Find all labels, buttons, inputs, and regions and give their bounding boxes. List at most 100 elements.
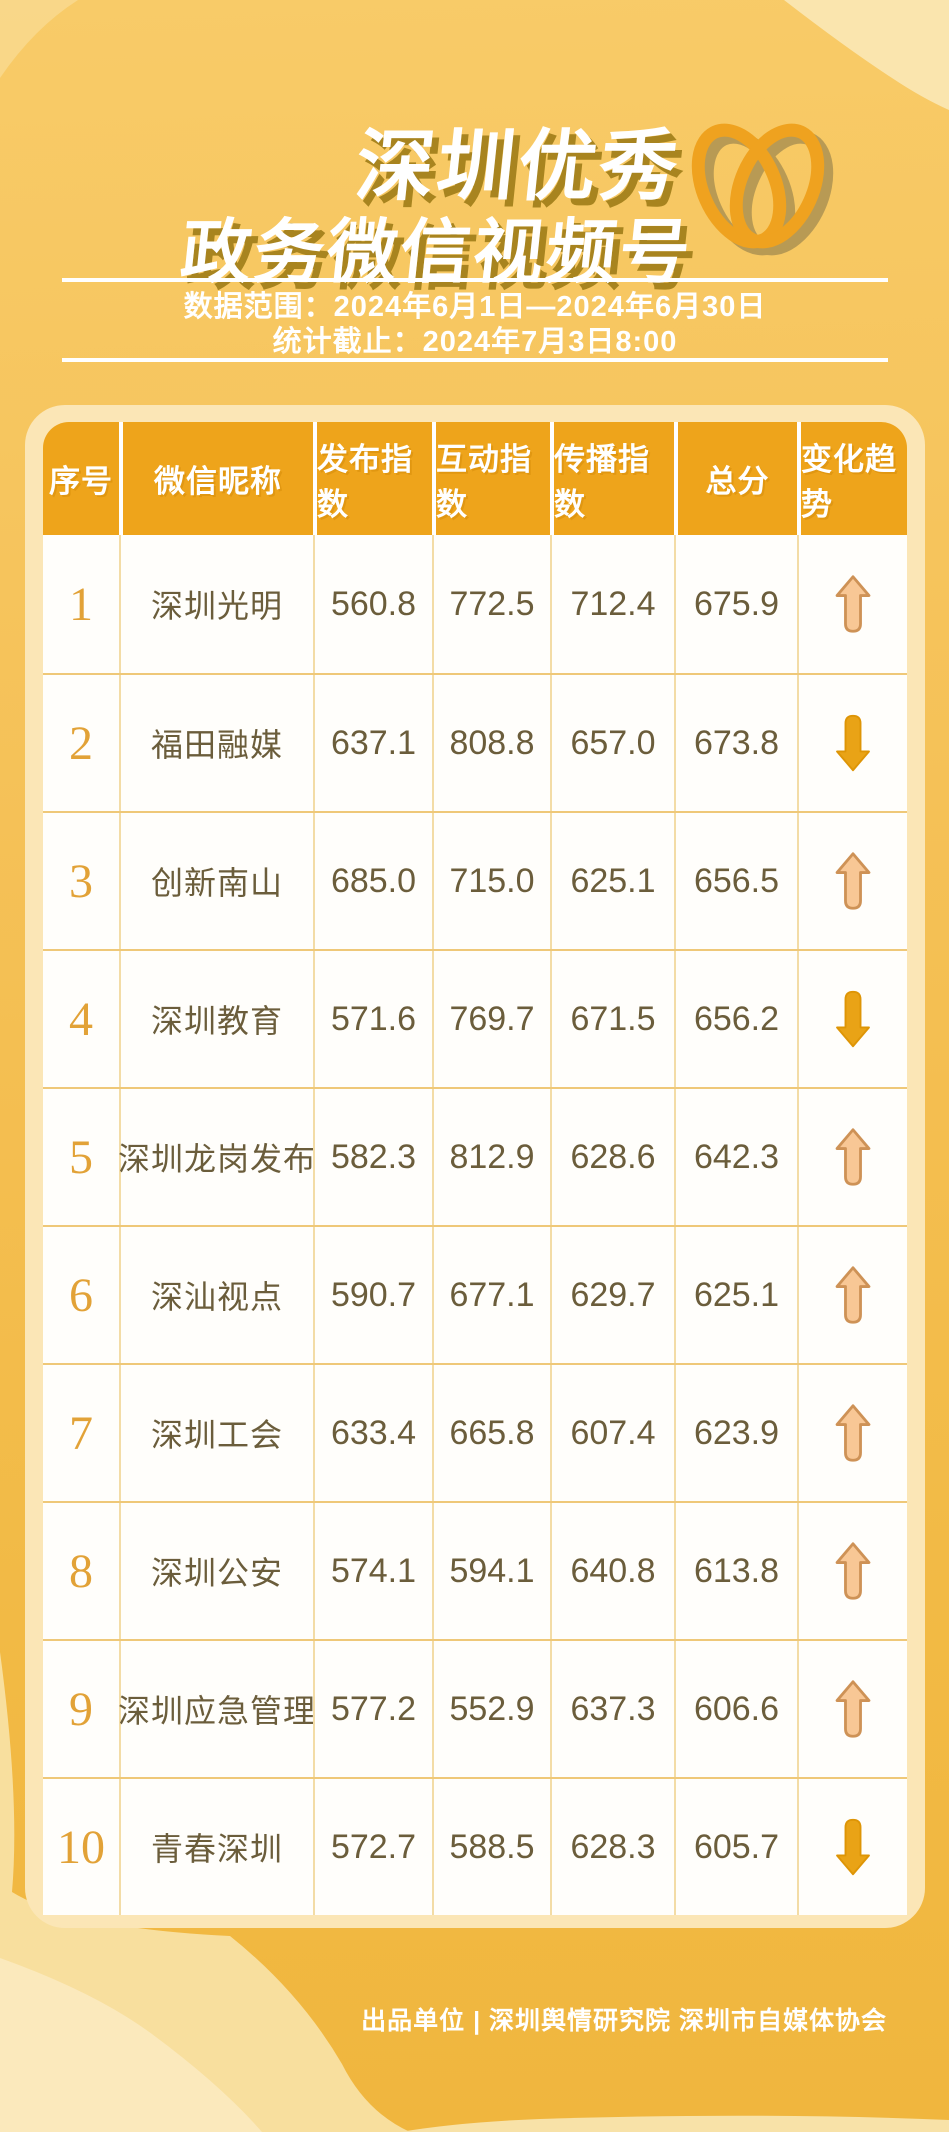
- total-score-cell: 656.2: [674, 951, 797, 1087]
- nickname-cell: 深汕视点: [119, 1227, 313, 1363]
- nickname-cell: 福田融媒: [119, 675, 313, 811]
- interact-index-cell: 665.8: [432, 1365, 550, 1501]
- total-score-cell: 673.8: [674, 675, 797, 811]
- total-score-cell: 675.9: [674, 535, 797, 673]
- table-row: 3 创新南山 685.0 715.0 625.1 656.5: [43, 811, 907, 949]
- spread-index-cell: 629.7: [550, 1227, 674, 1363]
- header-interact: 互动指数: [432, 422, 550, 535]
- data-range-text: 数据范围：2024年6月1日—2024年6月30日: [183, 291, 767, 323]
- top-right-blob: [784, 0, 949, 110]
- nickname-cell: 深圳工会: [119, 1365, 313, 1501]
- arrow-up-icon: [835, 1680, 871, 1738]
- table-row: 2 福田融媒 637.1 808.8 657.0 673.8: [43, 673, 907, 811]
- total-score-cell: 606.6: [674, 1641, 797, 1777]
- trend-cell: [797, 951, 907, 1087]
- interact-index-cell: 769.7: [432, 951, 550, 1087]
- interact-index-cell: 772.5: [432, 535, 550, 673]
- publish-index-cell: 571.6: [313, 951, 432, 1087]
- publish-index-cell: 572.7: [313, 1779, 432, 1915]
- nickname-cell: 深圳光明: [119, 535, 313, 673]
- nickname-cell: 深圳公安: [119, 1503, 313, 1639]
- publish-index-cell: 577.2: [313, 1641, 432, 1777]
- divider-rule-bottom: [62, 358, 888, 362]
- rank-cell: 2: [69, 716, 93, 770]
- divider-rule-top: [62, 278, 888, 282]
- table-row: 6 深汕视点 590.7 677.1 629.7 625.1: [43, 1225, 907, 1363]
- header-spread: 传播指数: [550, 422, 674, 535]
- nickname-cell: 青春深圳: [119, 1779, 313, 1915]
- header-publish: 发布指数: [313, 422, 432, 535]
- arrow-up-icon: [835, 1542, 871, 1600]
- arrow-up-icon: [835, 852, 871, 910]
- table-row: 1 深圳光明 560.8 772.5 712.4 675.9: [43, 535, 907, 673]
- publish-index-cell: 590.7: [313, 1227, 432, 1363]
- trend-cell: [797, 1503, 907, 1639]
- table-body: 1 深圳光明 560.8 772.5 712.4 675.9 2 福田融媒 63…: [43, 535, 907, 1915]
- rank-cell: 3: [69, 854, 93, 908]
- arrow-down-icon: [836, 714, 870, 772]
- wechat-channels-logo-icon: [691, 123, 834, 256]
- trend-cell: [797, 1227, 907, 1363]
- table-row: 9 深圳应急管理 577.2 552.9 637.3 606.6: [43, 1639, 907, 1777]
- interact-index-cell: 588.5: [432, 1779, 550, 1915]
- trend-cell: [797, 1089, 907, 1225]
- publish-index-cell: 560.8: [313, 535, 432, 673]
- publish-index-cell: 637.1: [313, 675, 432, 811]
- spread-index-cell: 671.5: [550, 951, 674, 1087]
- footer-credit: 出品单位 | 深圳舆情研究院 深圳市自媒体协会: [361, 2007, 887, 2035]
- nickname-cell: 深圳龙岗发布: [118, 1089, 315, 1225]
- interact-index-cell: 594.1: [432, 1503, 550, 1639]
- rank-cell: 9: [69, 1682, 93, 1736]
- ranking-card: 序号 微信昵称 发布指数 互动指数 传播指数 总分 变化趋势 1 深圳光明 56…: [25, 405, 925, 1928]
- total-score-cell: 623.9: [674, 1365, 797, 1501]
- cutoff-text: 统计截止：2024年7月3日8:00: [272, 326, 678, 358]
- arrow-up-icon: [835, 1128, 871, 1186]
- total-score-cell: 605.7: [674, 1779, 797, 1915]
- trend-cell: [797, 675, 907, 811]
- interact-index-cell: 808.8: [432, 675, 550, 811]
- table-row: 5 深圳龙岗发布 582.3 812.9 628.6 642.3: [43, 1087, 907, 1225]
- bottom-left-wave-inner: [0, 1958, 262, 2132]
- spread-index-cell: 637.3: [550, 1641, 674, 1777]
- table-row: 8 深圳公安 574.1 594.1 640.8 613.8: [43, 1501, 907, 1639]
- table-row: 7 深圳工会 633.4 665.8 607.4 623.9: [43, 1363, 907, 1501]
- header-nickname: 微信昵称: [119, 422, 313, 535]
- interact-index-cell: 677.1: [432, 1227, 550, 1363]
- rank-cell: 8: [69, 1544, 93, 1598]
- total-score-cell: 656.5: [674, 813, 797, 949]
- trend-cell: [797, 1641, 907, 1777]
- table-row: 10 青春深圳 572.7 588.5 628.3 605.7: [43, 1777, 907, 1915]
- publish-index-cell: 574.1: [313, 1503, 432, 1639]
- spread-index-cell: 628.3: [550, 1779, 674, 1915]
- header-rank: 序号: [49, 464, 113, 499]
- arrow-down-icon: [836, 1818, 870, 1876]
- interact-index-cell: 552.9: [432, 1641, 550, 1777]
- trend-cell: [797, 1779, 907, 1915]
- spread-index-cell: 628.6: [550, 1089, 674, 1225]
- spread-index-cell: 657.0: [550, 675, 674, 811]
- interact-index-cell: 812.9: [432, 1089, 550, 1225]
- table-row: 4 深圳教育 571.6 769.7 671.5 656.2: [43, 949, 907, 1087]
- spread-index-cell: 640.8: [550, 1503, 674, 1639]
- nickname-cell: 创新南山: [119, 813, 313, 949]
- arrow-up-icon: [835, 575, 871, 633]
- meta-block: 数据范围：2024年6月1日—2024年6月30日 统计截止：2024年7月3日…: [62, 290, 888, 360]
- interact-index-cell: 715.0: [432, 813, 550, 949]
- total-score-cell: 613.8: [674, 1503, 797, 1639]
- arrow-down-icon: [836, 990, 870, 1048]
- publish-index-cell: 582.3: [313, 1089, 432, 1225]
- total-score-cell: 642.3: [674, 1089, 797, 1225]
- rank-cell: 10: [57, 1820, 105, 1874]
- nickname-cell: 深圳教育: [119, 951, 313, 1087]
- rank-cell: 7: [69, 1406, 93, 1460]
- top-left-blob: [0, 0, 78, 78]
- rank-cell: 4: [69, 992, 93, 1046]
- nickname-cell: 深圳应急管理: [118, 1641, 315, 1777]
- arrow-up-icon: [835, 1266, 871, 1324]
- trend-cell: [797, 535, 907, 673]
- total-score-cell: 625.1: [674, 1227, 797, 1363]
- publish-index-cell: 685.0: [313, 813, 432, 949]
- rank-cell: 1: [69, 577, 93, 631]
